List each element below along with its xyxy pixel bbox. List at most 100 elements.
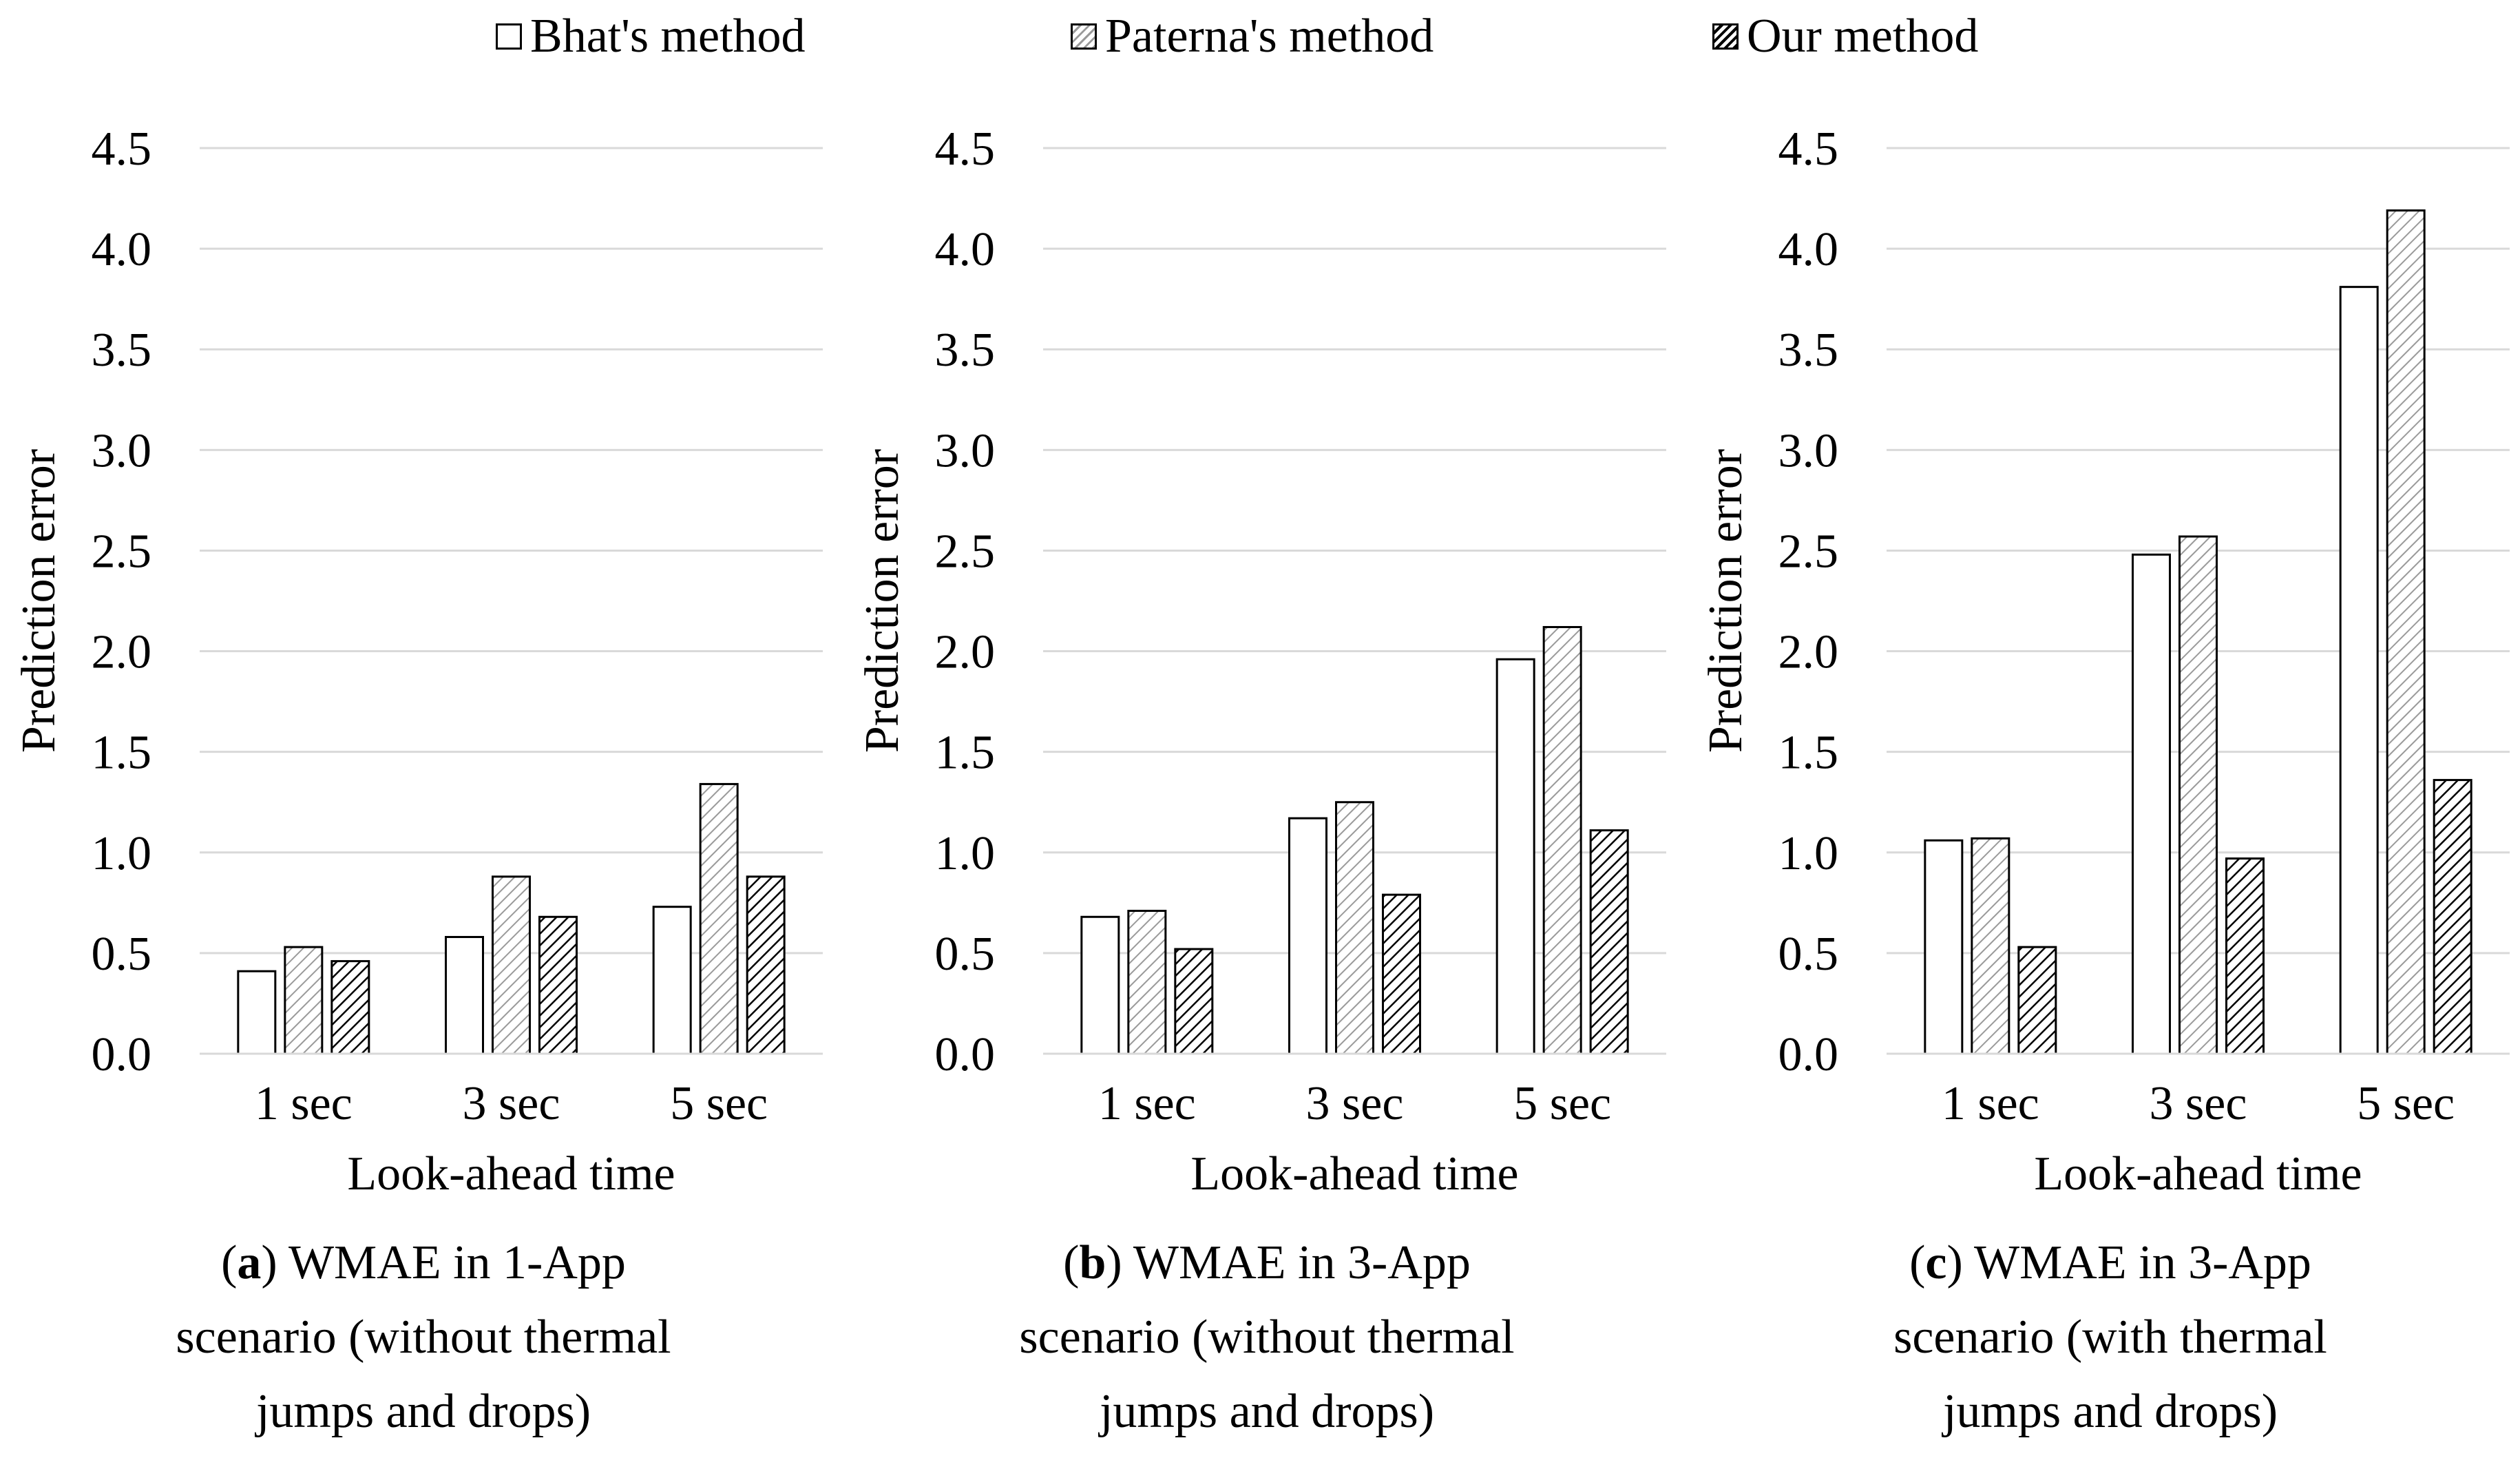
y-tick-label: 1.0 xyxy=(92,827,152,880)
figure-charts: 0.0 0.5 1.0 1.5 2.0 2.5 3.0 3.5 4.0 4.5 1 sec 3 sec… xyxy=(12,123,2510,1200)
legend-item-bhat: Bhat's method xyxy=(496,6,806,67)
caption-letter: b xyxy=(1079,1236,1106,1289)
legend-swatch-light-hatch-icon xyxy=(1071,23,1097,50)
x-axis-title: Look-ahead time xyxy=(347,1147,675,1200)
bar-paterna xyxy=(492,875,531,1055)
y-tick-label: 3.5 xyxy=(935,324,996,377)
legend-label: Bhat's method xyxy=(530,10,806,63)
caption-line2: scenario (without thermal xyxy=(176,1311,671,1364)
caption-line3: jumps and drops) xyxy=(1099,1385,1435,1438)
y-axis-title: Prediction error xyxy=(856,449,909,753)
y-tick-label: 4.5 xyxy=(1778,123,1839,176)
y-tick-label: 2.0 xyxy=(92,626,152,679)
y-tick-label: 0.0 xyxy=(935,1028,996,1081)
y-tick-label: 3.5 xyxy=(92,324,152,377)
y-tick-label: 2.5 xyxy=(92,525,152,578)
caption-letter: c xyxy=(1925,1236,1947,1289)
y-tick-label: 4.0 xyxy=(92,223,152,276)
y-tick-label: 3.0 xyxy=(92,424,152,477)
bar-ours xyxy=(746,875,786,1055)
legend-item-ours: Our method xyxy=(1712,6,1978,67)
y-tick-label: 4.0 xyxy=(1778,223,1839,276)
caption-line1: (c) WMAE in 3-App xyxy=(1909,1236,2311,1289)
y-tick-label: 1.0 xyxy=(1778,827,1839,880)
caption-b: (b) WMAE in 3-App scenario (without ther… xyxy=(923,1226,1611,1449)
y-tick-label: 4.5 xyxy=(92,123,152,176)
caption-line3: jumps and drops) xyxy=(1942,1385,2278,1438)
y-tick-label: 1.0 xyxy=(935,827,996,880)
y-tick-label: 1.5 xyxy=(1778,727,1839,780)
x-tick-label: 3 sec xyxy=(1306,1077,1404,1130)
caption-line2: scenario (with thermal xyxy=(1893,1311,2327,1364)
x-tick-label: 3 sec xyxy=(463,1077,560,1130)
bar-ours xyxy=(2225,857,2265,1055)
y-tick-label: 0.5 xyxy=(92,928,152,981)
x-tick-label: 1 sec xyxy=(1942,1077,2039,1130)
bar-bhat xyxy=(237,970,277,1055)
legend-swatch-dark-hatch-icon xyxy=(1712,23,1739,50)
y-tick-label: 3.0 xyxy=(935,424,996,477)
bar-paterna xyxy=(2178,535,2218,1055)
bar-paterna xyxy=(1127,910,1167,1055)
caption-text: ) WMAE in 3-App xyxy=(1106,1236,1471,1289)
caption-line1: (b) WMAE in 3-App xyxy=(1063,1236,1471,1289)
bar-bhat xyxy=(1495,658,1535,1055)
caption-text: ) WMAE in 3-App xyxy=(1946,1236,2311,1289)
x-axis-title: Look-ahead time xyxy=(2034,1147,2362,1200)
bar-ours xyxy=(1589,829,1629,1055)
legend-swatch-white-icon xyxy=(496,23,522,50)
x-tick-label: 1 sec xyxy=(1098,1077,1196,1130)
y-tick-label: 2.0 xyxy=(1778,626,1839,679)
bar-paterna xyxy=(284,946,324,1055)
y-axis-title: Prediction error xyxy=(1699,449,1752,753)
bar-paterna xyxy=(2386,209,2426,1055)
x-tick-label: 5 sec xyxy=(1513,1077,1611,1130)
caption-line3: jumps and drops) xyxy=(255,1385,591,1438)
x-tick-label: 1 sec xyxy=(255,1077,353,1130)
y-tick-label: 0.5 xyxy=(1778,928,1839,981)
y-tick-label: 2.5 xyxy=(1778,525,1839,578)
bar-bhat xyxy=(2339,286,2379,1055)
bar-paterna xyxy=(699,782,739,1055)
bar-paterna xyxy=(1335,801,1374,1055)
bar-ours xyxy=(330,960,370,1055)
x-tick-label: 3 sec xyxy=(2150,1077,2247,1130)
legend-item-paterna: Paterna's method xyxy=(1071,6,1434,67)
bar-ours xyxy=(538,915,578,1055)
bar-bhat xyxy=(1080,915,1120,1055)
x-tick-label: 5 sec xyxy=(2357,1077,2455,1130)
chart-panel-3: 0.0 0.5 1.0 1.5 2.0 2.5 3.0 3.5 4.0 4.5 1 sec 3 sec… xyxy=(1699,123,2510,1200)
x-tick-label: 5 sec xyxy=(670,1077,768,1130)
bar-bhat xyxy=(2132,553,2171,1055)
bar-ours xyxy=(2017,946,2057,1055)
bar-bhat xyxy=(445,936,484,1055)
y-tick-label: 0.5 xyxy=(935,928,996,981)
y-tick-label: 0.0 xyxy=(1778,1028,1839,1081)
y-tick-label: 4.0 xyxy=(935,223,996,276)
y-tick-label: 1.5 xyxy=(92,727,152,780)
bar-bhat xyxy=(1288,817,1327,1055)
y-tick-label: 1.5 xyxy=(935,727,996,780)
legend: Bhat's method Paterna's method Our metho… xyxy=(0,6,2520,67)
caption-line2: scenario (without thermal xyxy=(1019,1311,1515,1364)
legend-label: Our method xyxy=(1747,10,1979,63)
y-tick-label: 3.0 xyxy=(1778,424,1839,477)
chart-panel-1: 0.0 0.5 1.0 1.5 2.0 2.5 3.0 3.5 4.0 4.5 1 sec 3 sec… xyxy=(12,123,823,1200)
caption-text: ) WMAE in 1-App xyxy=(261,1236,626,1289)
y-tick-label: 3.5 xyxy=(1778,324,1839,377)
y-tick-label: 4.5 xyxy=(935,123,996,176)
bar-paterna xyxy=(1542,625,1582,1055)
bar-bhat xyxy=(1924,839,1964,1055)
y-tick-label: 2.0 xyxy=(935,626,996,679)
bar-ours xyxy=(2433,779,2472,1055)
chart-panel-2: 0.0 0.5 1.0 1.5 2.0 2.5 3.0 3.5 4.0 4.5 1 sec 3 sec… xyxy=(856,123,1666,1200)
x-axis-title: Look-ahead time xyxy=(1190,1147,1518,1200)
bar-bhat xyxy=(652,906,692,1055)
y-axis-title: Prediction error xyxy=(12,449,65,753)
bar-paterna xyxy=(1971,837,2010,1055)
y-tick-label: 0.0 xyxy=(92,1028,152,1081)
caption-c: (c) WMAE in 3-App scenario (with thermal… xyxy=(1766,1226,2455,1449)
caption-letter: a xyxy=(237,1236,262,1289)
bar-ours xyxy=(1174,948,1214,1055)
bar-ours xyxy=(1382,893,1421,1055)
